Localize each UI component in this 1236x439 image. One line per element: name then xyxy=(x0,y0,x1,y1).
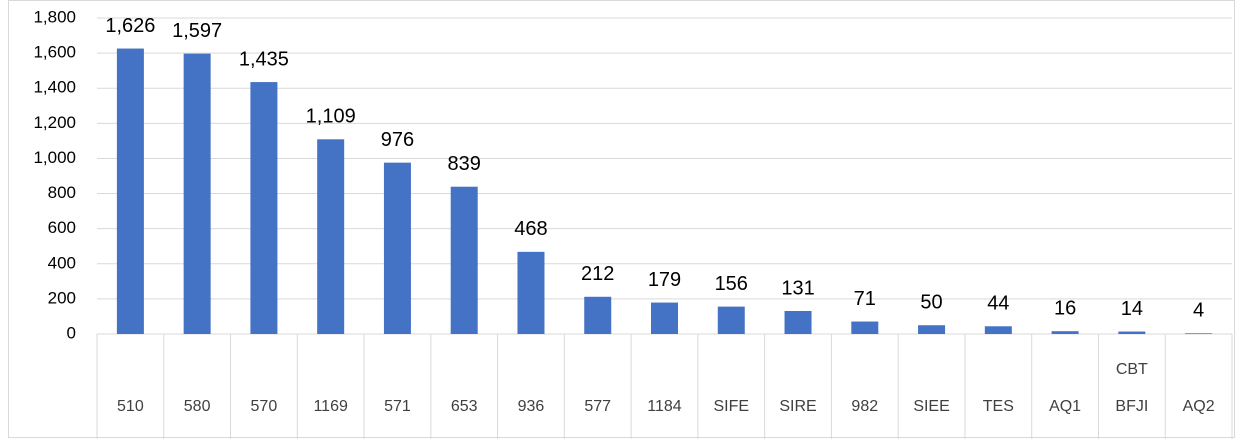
data-label: 468 xyxy=(514,218,547,240)
y-tick-label: 600 xyxy=(48,218,76,237)
data-label: 16 xyxy=(1054,297,1076,319)
bar xyxy=(984,326,1012,334)
bar xyxy=(250,82,278,334)
bar xyxy=(584,296,612,334)
bar xyxy=(116,48,144,335)
x-tick-label: TES xyxy=(982,398,1014,415)
data-label: 1,597 xyxy=(172,20,222,42)
x-tick-label: SIFE xyxy=(713,398,750,415)
x-tick-label: AQ2 xyxy=(1182,398,1215,415)
x-tick-label: 1169 xyxy=(313,398,348,415)
data-label: 179 xyxy=(648,269,681,291)
y-tick-label: 1,200 xyxy=(33,113,76,132)
y-tick-label: 1,800 xyxy=(33,7,76,26)
x-tick-label: 571 xyxy=(384,398,411,415)
x-tick-label: 1184 xyxy=(647,398,682,415)
x-tick-label: 577 xyxy=(584,398,612,415)
bar xyxy=(183,53,211,334)
x-tick-label: SIEE xyxy=(913,398,950,415)
bar xyxy=(651,302,678,334)
data-label: 44 xyxy=(987,293,1009,315)
bar xyxy=(851,321,879,334)
data-label: 4 xyxy=(1193,300,1204,322)
bar xyxy=(317,139,345,334)
data-label: 1,626 xyxy=(105,15,155,37)
x-tick-label: 510 xyxy=(117,398,144,415)
x-tick-label: AQ1 xyxy=(1049,398,1082,415)
bar xyxy=(383,162,411,334)
data-label: 156 xyxy=(715,273,748,295)
y-tick-label: 800 xyxy=(48,183,76,202)
bar xyxy=(517,251,545,334)
data-label: 1,109 xyxy=(306,106,356,128)
x-tick-label: SIRE xyxy=(779,398,817,415)
bar xyxy=(1185,333,1213,334)
bar xyxy=(1118,331,1146,334)
x-tick-label: 653 xyxy=(450,398,478,415)
bar xyxy=(784,311,812,334)
x-tick-label: 580 xyxy=(183,398,211,415)
y-tick-label: 200 xyxy=(48,288,76,307)
y-tick-label: 0 xyxy=(67,323,76,342)
y-tick-label: 1,400 xyxy=(33,78,76,97)
data-label: 50 xyxy=(920,292,942,314)
chart-border xyxy=(8,0,1235,438)
bar xyxy=(1051,331,1079,334)
data-label: 131 xyxy=(781,277,814,299)
y-tick-label: 400 xyxy=(48,253,76,272)
bar xyxy=(717,306,745,334)
data-label: 976 xyxy=(381,129,414,151)
data-label: 71 xyxy=(854,288,876,310)
bar xyxy=(450,186,478,334)
x-tick-label: 982 xyxy=(851,398,879,415)
data-label: 1,435 xyxy=(239,48,289,70)
data-label: 212 xyxy=(581,263,614,285)
data-label: 14 xyxy=(1121,298,1143,320)
data-label: 839 xyxy=(448,153,481,175)
x-tick-label: 570 xyxy=(250,398,278,415)
y-tick-label: 1,000 xyxy=(33,148,76,167)
y-tick-label: 1,600 xyxy=(33,43,76,62)
x-tick-label: 936 xyxy=(517,398,545,415)
x-tick-label: CBT BFJI xyxy=(1115,361,1149,415)
bar xyxy=(918,325,946,334)
